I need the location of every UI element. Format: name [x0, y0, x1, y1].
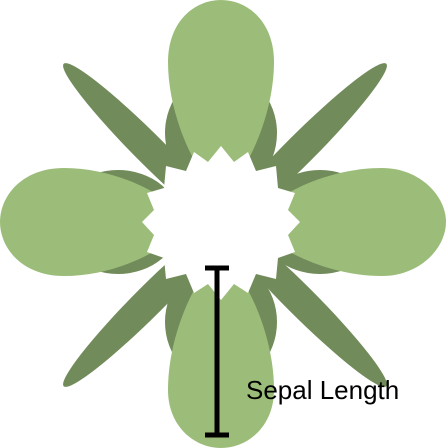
sepal-length-indicator	[205, 265, 229, 438]
petal-right	[252, 168, 446, 276]
petal-bottom	[168, 255, 274, 448]
flower-center	[142, 146, 300, 300]
petal-top	[168, 0, 274, 195]
sepal-length-label: Sepal Length	[246, 375, 400, 405]
petal-left	[0, 168, 190, 276]
